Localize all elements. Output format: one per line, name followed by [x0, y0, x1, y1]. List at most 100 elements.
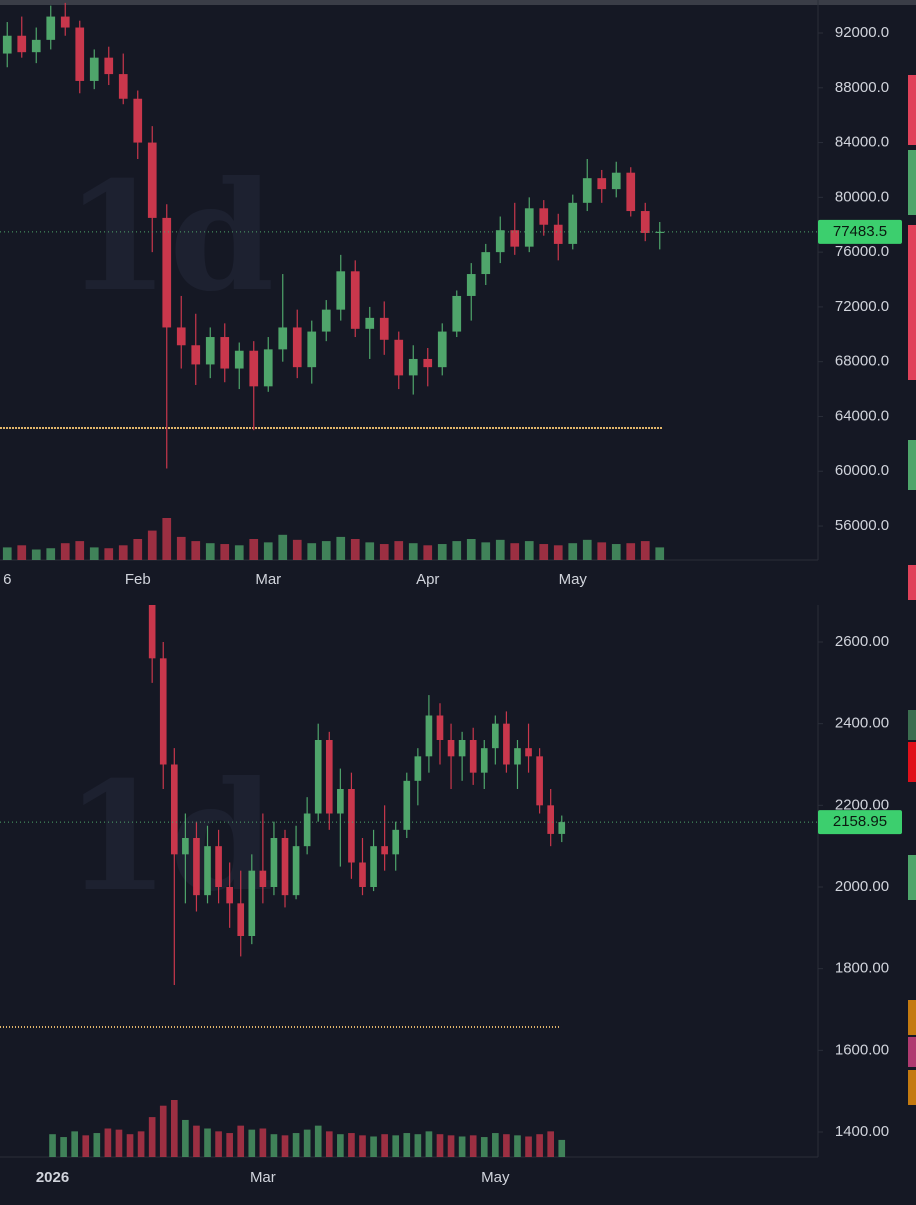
candle-body [492, 723, 499, 749]
y-tick-label: 60000.0 [835, 462, 889, 479]
volume-bar [582, 539, 592, 560]
volume-bar [259, 1128, 267, 1157]
candle-body [337, 789, 344, 814]
volume-bar [249, 539, 259, 560]
candle-body [270, 838, 278, 888]
volume-bar [193, 1125, 200, 1157]
x-tick-label: 6 [3, 571, 11, 588]
volume-bar [170, 1100, 178, 1157]
candle-body [452, 295, 462, 332]
y-tick-label: 2000.00 [835, 878, 889, 895]
candle-body [314, 739, 322, 814]
candle-body [381, 846, 388, 855]
volume-bar [408, 543, 418, 560]
candle-body [147, 142, 157, 218]
candle-body [423, 358, 433, 368]
volume-bar [359, 1135, 366, 1157]
volume-bar [403, 1133, 411, 1157]
candle-body [394, 339, 404, 376]
candle-body [263, 349, 273, 387]
candle-body [640, 211, 650, 233]
volume-bar [348, 1133, 355, 1157]
volume-bar [162, 518, 172, 560]
candle-body [234, 350, 244, 369]
volume-bar [75, 541, 85, 560]
last-price-label: 77483.5 [833, 223, 887, 240]
candle-body [325, 739, 333, 814]
candle-body [582, 178, 592, 203]
candle-body [408, 358, 418, 376]
volume-bar [270, 1134, 278, 1157]
candle-body [46, 16, 56, 40]
volume-bar [597, 542, 607, 560]
volume-bar [510, 543, 520, 560]
volume-bar [370, 1136, 377, 1157]
plot-area [49, 605, 566, 1157]
y-tick-label: 1600.00 [835, 1041, 889, 1058]
volume-bar [248, 1129, 256, 1157]
plot-area [2, 2, 665, 560]
candle-body [249, 350, 259, 387]
candle-body [350, 271, 360, 329]
volume-bar [547, 1131, 555, 1157]
volume-bar [17, 545, 27, 560]
volume-bar [60, 1137, 67, 1157]
volume-bar [558, 1139, 566, 1157]
volume-bar [126, 1134, 134, 1157]
y-tick-label: 76000.0 [835, 243, 889, 260]
candle-body [414, 756, 422, 781]
volume-bar [263, 542, 273, 560]
candle-body [437, 331, 447, 368]
candle-body [162, 217, 172, 328]
volume-bar [89, 547, 99, 560]
y-tick-label: 2200.00 [835, 796, 889, 813]
volume-bar [539, 544, 549, 560]
volume-bar [480, 1137, 488, 1157]
volume-bar [159, 1105, 167, 1157]
y-tick-label: 2600.00 [835, 633, 889, 650]
candle-body [2, 35, 12, 54]
volume-bar [176, 536, 186, 560]
candle-body [458, 739, 466, 757]
volume-bar [458, 1136, 466, 1157]
candle-body [237, 903, 245, 937]
candle-body [466, 274, 476, 296]
volume-bar [137, 1131, 145, 1157]
volume-bar [447, 1135, 455, 1157]
volume-bar [481, 542, 491, 560]
y-tick-label: 80000.0 [835, 188, 889, 205]
volume-bar [414, 1134, 422, 1157]
volume-bar [568, 543, 578, 560]
volume-bar [234, 545, 244, 560]
candle-body [655, 231, 665, 233]
candle-body [524, 208, 534, 247]
volume-bar [325, 1131, 333, 1157]
x-tick-label: May [481, 1169, 510, 1186]
volume-bar [292, 539, 302, 560]
candle-body [558, 822, 566, 834]
candle-body [220, 337, 230, 369]
volume-bar [350, 539, 360, 560]
candle-body [248, 870, 256, 937]
candle-body [553, 224, 563, 244]
candle-body [259, 870, 267, 888]
candle-body [104, 57, 114, 75]
volume-bar [365, 542, 375, 560]
volume-bar [525, 1136, 532, 1157]
x-tick-label: 2026 [36, 1169, 69, 1186]
candle-body [503, 723, 510, 765]
candle-body [148, 605, 156, 659]
volume-bar [640, 541, 650, 560]
volume-bar [392, 1135, 400, 1157]
top-bar [0, 0, 916, 5]
candle-body [133, 98, 143, 143]
volume-bar [60, 543, 70, 560]
candle-body [204, 846, 211, 896]
volume-bar [394, 541, 404, 560]
candle-body [191, 345, 201, 365]
volume-bar [452, 541, 462, 560]
volume-bar [148, 1117, 156, 1157]
volume-bar [226, 1133, 233, 1157]
candle-body [403, 780, 411, 830]
